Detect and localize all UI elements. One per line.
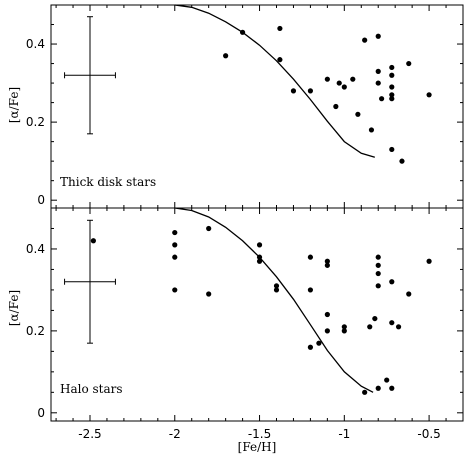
halo-data-point: [324, 311, 330, 318]
halo-data-point: [375, 270, 381, 277]
thick-disk-y-tick-label: 0: [37, 193, 45, 207]
thick-disk-data-point: [333, 103, 339, 110]
thick-disk-data-point: [389, 84, 395, 90]
halo-data-point: [307, 287, 314, 293]
halo-data-point: [384, 377, 390, 383]
halo-data-point: [324, 258, 330, 264]
thick-disk-data-point: [375, 68, 381, 74]
halo-data-point: [90, 238, 96, 244]
halo-data-point: [273, 283, 280, 289]
x-tick-label: -2.5: [78, 427, 101, 441]
thick-disk-data-point: [341, 84, 347, 90]
halo-error-bar: [64, 219, 116, 344]
x-axis-label: [Fe/H]: [238, 440, 277, 454]
halo-data-point: [375, 262, 381, 268]
thick-disk-data-point: [277, 25, 283, 32]
halo-data-point: [406, 291, 412, 297]
thick-disk-data-point: [406, 60, 412, 67]
halo-data-point: [206, 225, 212, 232]
thick-disk-panel: Thick disk stars [α/Fe] 0 0.2 0.4: [7, 4, 464, 209]
thick-disk-data-point: [389, 146, 395, 153]
halo-data-point: [375, 385, 381, 391]
thick-disk-y-tick-label: 0.2: [26, 115, 45, 129]
thick-disk-data-point: [389, 92, 395, 98]
halo-plot-frame: [50, 207, 464, 422]
thick-disk-data-point: [307, 88, 314, 94]
halo-y-tick-label: 0.4: [26, 242, 45, 256]
x-tick-label: -0.5: [417, 427, 440, 441]
halo-data-point: [273, 287, 280, 293]
halo-data-point: [362, 389, 368, 395]
x-tick-label: -2: [169, 427, 181, 441]
halo-data-point: [307, 344, 314, 350]
halo-data-point: [389, 320, 395, 326]
halo-y-tick-label: 0.2: [26, 324, 45, 338]
thick-disk-data-point: [375, 33, 381, 39]
thick-disk-data-point: [277, 57, 283, 63]
thick-disk-data-point: [399, 158, 405, 164]
halo-model-curve: [174, 207, 374, 393]
halo-data-point: [256, 258, 263, 264]
halo-data-point: [172, 229, 178, 236]
halo-data-point: [372, 315, 378, 322]
x-tick-label: -1.5: [248, 427, 271, 441]
thick-disk-data-point: [389, 72, 395, 78]
thick-disk-data-point: [362, 37, 368, 43]
halo-data-point: [375, 283, 381, 289]
halo-data-point: [316, 340, 322, 346]
thick-disk-ticks: 0 0.2 0.4: [26, 4, 464, 208]
halo-data-point: [307, 254, 314, 260]
halo-y-axis-label: [α/Fe]: [7, 290, 21, 326]
halo-data-point: [426, 258, 432, 264]
thick-disk-data-point: [389, 64, 395, 71]
halo-panel-label: Halo stars: [60, 382, 123, 396]
halo-data-point: [324, 262, 330, 268]
thick-disk-data-point: [223, 53, 229, 59]
halo-points: [90, 225, 432, 395]
halo-data-point: [367, 324, 373, 330]
thick-disk-data-point: [368, 127, 375, 133]
halo-data-point: [375, 254, 381, 260]
halo-data-point: [172, 287, 178, 293]
halo-data-point: [341, 324, 347, 330]
thick-disk-y-axis-label: [α/Fe]: [7, 87, 21, 123]
halo-data-point: [256, 254, 263, 260]
halo-data-point: [341, 328, 347, 334]
halo-data-point: [389, 279, 395, 285]
thick-disk-points: [223, 25, 432, 164]
halo-data-point: [389, 385, 395, 391]
thick-disk-panel-label: Thick disk stars: [60, 175, 156, 189]
thick-disk-data-point: [239, 29, 246, 35]
thick-disk-data-point: [379, 96, 385, 102]
halo-data-point: [206, 291, 212, 297]
halo-data-point: [256, 242, 263, 248]
halo-panel: Halo stars [α/Fe] [Fe/H] 0 0.2 0.4 -2.5 -2 -1…: [7, 207, 464, 454]
thick-disk-data-point: [426, 92, 432, 98]
thick-disk-data-point: [336, 80, 342, 86]
thick-disk-data-point: [324, 76, 330, 82]
halo-data-point: [172, 254, 178, 260]
thick-disk-data-point: [375, 80, 381, 86]
thick-disk-data-point: [290, 88, 297, 94]
halo-ticks: 0 0.2 0.4 -2.5 -2 -1.5 -1 -0.5: [26, 207, 464, 441]
thick-disk-error-bar: [64, 16, 116, 135]
thick-disk-data-point: [389, 96, 395, 102]
thick-disk-model-curve: [174, 4, 375, 158]
halo-data-point: [172, 242, 178, 248]
thick-disk-data-point: [355, 111, 361, 117]
halo-data-point: [324, 328, 330, 334]
x-tick-label: -1: [338, 427, 350, 441]
thick-disk-data-point: [350, 76, 356, 82]
thick-disk-y-tick-label: 0.4: [26, 37, 45, 51]
halo-data-point: [395, 324, 402, 330]
halo-y-tick-label: 0: [37, 406, 45, 420]
